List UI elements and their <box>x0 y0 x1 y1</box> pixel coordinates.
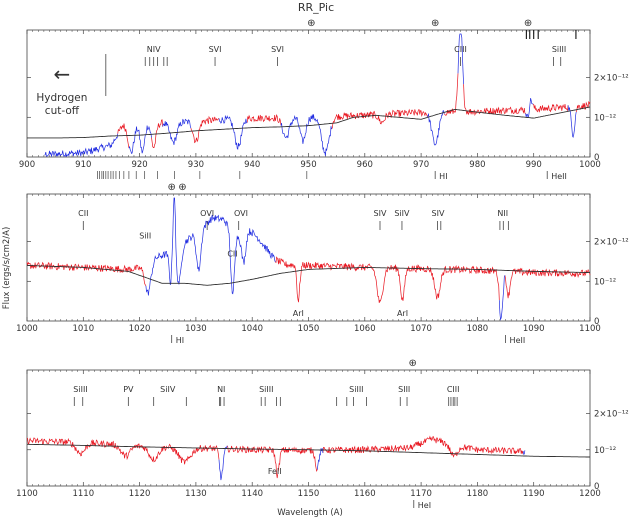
x-tick-label: 1030 <box>185 324 207 334</box>
x-tick-label: 1100 <box>16 489 38 499</box>
line-id-label: NII <box>497 209 508 218</box>
line-id-label: CIII <box>447 385 460 394</box>
y-tick-label: 2×10⁻¹² <box>594 238 629 248</box>
line-id-label: PV <box>123 385 134 394</box>
x-tick-label: 1070 <box>410 324 432 334</box>
earth-symbol: ⊕ <box>524 18 532 29</box>
spectrum-red-series <box>26 435 524 479</box>
inline-line-label: ArI <box>293 309 304 318</box>
inline-line-label: SiII <box>139 232 151 241</box>
line-id-label: SIV <box>374 209 387 218</box>
model-curve <box>27 443 590 458</box>
y-tick-label: 10⁻¹² <box>594 277 616 287</box>
annotation-line-1: Hydrogen <box>36 92 87 104</box>
annotation-line-2: cut-off <box>45 105 80 117</box>
spectrum-blue-series <box>145 197 506 321</box>
x-tick-label: 910 <box>75 160 91 170</box>
line-id-label: SiIII <box>73 385 87 394</box>
y-zero-label: 0 <box>594 317 599 327</box>
x-tick-label: 1160 <box>354 489 376 499</box>
x-tick-label: 1040 <box>241 324 263 334</box>
bottom-line-id-label: HI <box>439 172 447 181</box>
line-id-label: SVI <box>209 45 222 54</box>
line-id-label: SiIV <box>394 209 410 218</box>
x-tick-label: 1120 <box>129 489 151 499</box>
y-tick-label: 10⁻¹² <box>594 113 616 123</box>
line-id-label: OVI <box>200 209 214 218</box>
x-tick-label: 970 <box>413 160 429 170</box>
x-tick-label: 980 <box>469 160 485 170</box>
bottom-line-id-label: HeII <box>510 336 526 345</box>
plot-frame <box>26 369 591 487</box>
x-tick-label: 1000 <box>579 160 601 170</box>
bottom-line-id-label: HI <box>176 336 184 345</box>
line-id-label: SIII <box>398 385 410 394</box>
x-tick-label: 1200 <box>579 489 601 499</box>
x-tick-label: 900 <box>19 160 35 170</box>
x-tick-label: 930 <box>188 160 204 170</box>
x-tick-label: 1100 <box>579 324 601 334</box>
x-tick-label: 1180 <box>467 489 489 499</box>
x-tick-label: 960 <box>357 160 373 170</box>
model-curve <box>26 264 590 286</box>
y-axis-label: Flux (ergs/s/cm2/A) <box>2 227 12 310</box>
x-tick-label: 990 <box>526 160 542 170</box>
x-tick-label: 1130 <box>185 489 207 499</box>
line-id-label: CII <box>78 209 88 218</box>
line-id-label: NI <box>217 385 225 394</box>
inline-line-label: FeII <box>268 467 282 476</box>
x-tick-label: 950 <box>300 160 316 170</box>
x-tick-label: 1110 <box>72 489 94 499</box>
panel-1: 900 910 920 930 940 950 960 970 980 990 1000 10⁻¹² 2… <box>19 18 629 181</box>
line-id-label: OVI <box>234 209 248 218</box>
spectrum-blue-series <box>44 33 577 158</box>
chart-title: RR_Pic <box>298 1 334 14</box>
spectrum-red-series <box>26 256 591 303</box>
earth-symbol: ⊕ <box>307 18 315 29</box>
plot-frame <box>26 29 591 158</box>
x-tick-label: 1050 <box>298 324 320 334</box>
line-id-label: SiIV <box>160 385 176 394</box>
inline-line-label: ArI <box>397 309 408 318</box>
x-tick-label: 920 <box>131 160 147 170</box>
x-tick-label: 1020 <box>129 324 151 334</box>
x-tick-label: 1090 <box>523 324 545 334</box>
line-id-label: SiIII <box>259 385 273 394</box>
line-id-label: SIV <box>432 209 445 218</box>
y-tick-label: 2×10⁻¹² <box>594 410 629 420</box>
line-id-label: SiIII <box>349 385 363 394</box>
panel-3: 1100 1110 1120 1130 1140 1150 1160 1170 1180 1190… <box>16 358 628 510</box>
inline-line-label: CII <box>227 249 237 258</box>
bottom-line-id-label: HeI <box>418 501 431 510</box>
x-tick-label: 1010 <box>72 324 94 334</box>
earth-symbol: ⊕ <box>431 18 439 29</box>
panel-2: 1000 1010 1020 1030 1040 1050 1060 1070 1080 1090… <box>16 182 628 345</box>
earth-symbol: ⊕ <box>167 182 175 193</box>
bottom-line-id-label: HeII <box>551 172 567 181</box>
y-tick-label: 2×10⁻¹² <box>594 74 629 84</box>
earth-symbol: ⊕ <box>408 358 416 369</box>
x-tick-label: 1060 <box>354 324 376 334</box>
x-tick-label: 1000 <box>16 324 38 334</box>
line-id-label: CIII <box>454 45 467 54</box>
x-tick-label: 1170 <box>410 489 432 499</box>
line-id-label: NIV <box>147 45 161 54</box>
x-tick-label: 1080 <box>467 324 489 334</box>
earth-symbol: ⊕ <box>178 182 186 193</box>
y-zero-label: 0 <box>594 482 599 492</box>
x-tick-label: 1190 <box>523 489 545 499</box>
y-zero-label: 0 <box>594 153 599 163</box>
cutoff-arrow: ← <box>54 62 71 86</box>
x-tick-label: 940 <box>244 160 260 170</box>
x-tick-label: 1140 <box>241 489 263 499</box>
line-id-label: SiIII <box>552 45 566 54</box>
x-tick-label: 1150 <box>298 489 320 499</box>
spectrum-red-series <box>117 73 591 149</box>
model-curve <box>27 106 591 139</box>
line-id-label: SVI <box>271 45 284 54</box>
x-axis-label: Wavelength (A) <box>277 508 343 518</box>
y-tick-label: 10⁻¹² <box>594 446 616 456</box>
